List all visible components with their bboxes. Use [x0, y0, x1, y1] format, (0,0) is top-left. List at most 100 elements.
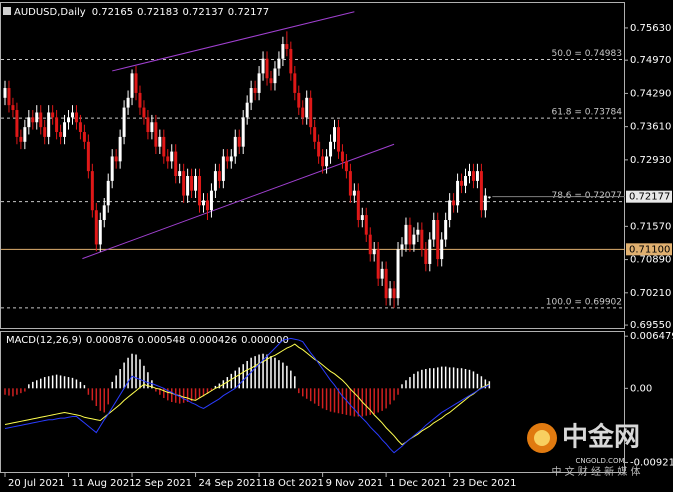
header-close: 0.72177: [228, 7, 269, 18]
macd-line: [4, 337, 490, 454]
candle-body: [241, 117, 245, 147]
y-tick-label: 0.73610: [630, 122, 671, 133]
watermark-brand: 中金网: [562, 422, 640, 453]
y-tick-label: 0.006479: [630, 331, 673, 342]
candle-body: [134, 73, 138, 93]
fib-level-label: 100.0 = 0.69902: [546, 297, 622, 307]
candle-body: [321, 156, 325, 167]
candle-body: [102, 205, 106, 220]
candle-body: [122, 107, 126, 137]
candle-body: [289, 48, 293, 74]
candle-body: [94, 210, 98, 245]
candle-body: [273, 68, 277, 84]
candle-body: [74, 112, 78, 123]
fib-level-label: 78.6 = 0.72077: [551, 191, 622, 201]
candle-body: [39, 112, 43, 128]
x-tick-label: 1 Dec 2021: [389, 478, 447, 489]
candle-body: [174, 151, 178, 177]
horizontal-line-label: 0.71100: [629, 244, 670, 255]
candle-body: [325, 156, 329, 167]
candle-body: [396, 249, 400, 299]
fib-level-label: 50.0 = 0.74983: [551, 49, 622, 59]
header-high: 0.72183: [137, 7, 178, 18]
price-header: AUDUSD,Daily 0.72165 0.72183 0.72137 0.72177: [14, 7, 269, 18]
candle-body: [281, 44, 285, 59]
last-price-box: [626, 190, 672, 203]
macd-line: [4, 343, 490, 446]
candle-body: [448, 200, 452, 220]
candle-body: [333, 127, 337, 142]
candle-body: [269, 78, 273, 84]
candle-body: [7, 88, 11, 106]
trend-line: [112, 11, 355, 72]
fib-level-label: 61.8 = 0.73784: [551, 108, 622, 118]
candle-body: [67, 117, 71, 123]
candle-body: [205, 200, 209, 211]
macd-panel-frame: [0, 331, 625, 473]
candle-body: [368, 234, 372, 255]
x-tick-label: 18 Oct 2021: [262, 478, 324, 489]
candle-body: [146, 117, 150, 133]
candle-body: [436, 219, 440, 260]
candle-body: [51, 112, 55, 118]
candle-body: [114, 156, 118, 162]
macd-title: MACD(12,26,9): [6, 335, 82, 346]
candle-body: [483, 195, 487, 211]
candle-body: [43, 127, 47, 137]
candle-body: [178, 171, 182, 177]
candle-body: [31, 117, 35, 123]
y-tick-label: 0.75630: [630, 23, 671, 34]
candle-body: [404, 224, 408, 245]
candle-body: [285, 44, 289, 49]
candle-body: [98, 219, 102, 245]
candle-body: [452, 200, 456, 206]
candle-body: [420, 229, 424, 250]
candle-body: [360, 215, 364, 220]
candle-body: [78, 122, 82, 133]
watermark-logo-core: [534, 430, 550, 446]
candle-body: [356, 190, 360, 220]
symbol-icon: [3, 7, 11, 15]
horizontal-line-label-box: [626, 243, 672, 256]
candle-body: [384, 268, 388, 299]
y-tick-label: 0.74970: [630, 55, 671, 66]
candle-body: [372, 249, 376, 255]
candle-body: [376, 249, 380, 279]
candle-body: [229, 156, 233, 162]
y-tick-label: 0.74290: [630, 88, 671, 99]
candle-body: [233, 136, 237, 157]
y-tick-label: 0.72930: [630, 155, 671, 166]
candle-body: [475, 171, 479, 181]
candle-body: [19, 136, 23, 142]
candle-body: [35, 112, 39, 123]
candle-body: [142, 107, 146, 118]
candle-body: [464, 176, 468, 186]
macd-readout: 0.000426: [189, 335, 237, 346]
candle-body: [456, 180, 460, 206]
header-low: 0.72137: [182, 7, 223, 18]
candle-body: [336, 127, 340, 152]
candle-body: [217, 171, 221, 181]
candle-body: [182, 171, 186, 196]
candle-body: [408, 224, 412, 245]
candle-body: [261, 58, 265, 74]
candle-body: [209, 190, 213, 211]
candle-body: [186, 176, 190, 196]
candle-body: [257, 73, 261, 93]
candle-body: [428, 239, 432, 264]
symbol-title: AUDUSD,Daily: [14, 7, 86, 18]
candle-body: [388, 288, 392, 299]
candle-body: [329, 141, 333, 157]
candle-body: [392, 288, 396, 299]
candle-body: [400, 244, 404, 250]
candle-body: [110, 156, 114, 181]
candle-body: [309, 97, 313, 128]
watermark-slogan: 中 文 财 经 新 媒 体: [551, 465, 640, 478]
candle-body: [47, 112, 51, 137]
candle-body: [90, 171, 94, 211]
candle-body: [138, 92, 142, 108]
y-tick-label: -0.009215: [630, 457, 673, 468]
candle-body: [162, 136, 166, 157]
watermark: 中金网 CNGOLD.COM 中 文 财 经 新 媒 体: [527, 422, 641, 478]
